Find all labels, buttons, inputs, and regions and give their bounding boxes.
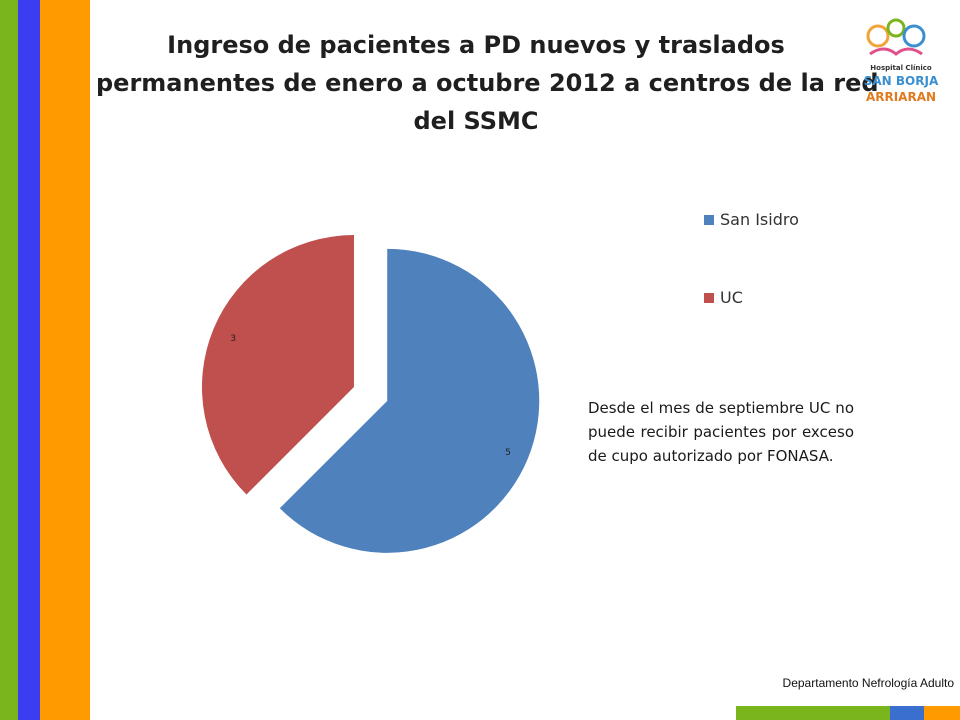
annotation-note: Desde el mes de septiembre UC no puede r…	[588, 399, 854, 465]
footer-bar-green	[736, 706, 890, 720]
data-label-san-isidro: 5	[505, 448, 511, 458]
slide-title: Ingreso de pacientes a PD nuevos y trasl…	[96, 26, 879, 140]
footer-department: Departamento Nefrología Adulto	[782, 676, 954, 690]
left-stripe-blue	[18, 0, 40, 720]
logo-figures-icon	[866, 18, 926, 56]
left-stripe-green	[0, 0, 18, 720]
data-label-uc: 3	[230, 334, 236, 344]
legend-label: UC	[720, 288, 743, 307]
title-line-1: Ingreso de pacientes a PD nuevos y trasl…	[167, 31, 785, 59]
left-stripe-orange	[40, 0, 90, 720]
hospital-logo: Hospital Clínico SAN BORJA ARRIARAN	[856, 14, 946, 114]
title-line-3: del SSMC	[413, 107, 539, 135]
legend-label: San Isidro	[720, 210, 799, 229]
legend-swatch	[704, 215, 714, 225]
title-line-2: permanentes de enero a octubre 2012 a ce…	[96, 69, 879, 97]
logo-line-2: SAN BORJA	[863, 74, 939, 88]
footer-bar-orange	[924, 706, 960, 720]
pie-slice-uc	[201, 235, 354, 495]
pie-slice-san-isidro	[279, 248, 540, 553]
logo-line-1: Hospital Clínico	[870, 64, 932, 72]
legend-swatch	[704, 293, 714, 303]
footer-bar-blue	[890, 706, 924, 720]
logo-line-3: ARRIARAN	[865, 90, 937, 104]
